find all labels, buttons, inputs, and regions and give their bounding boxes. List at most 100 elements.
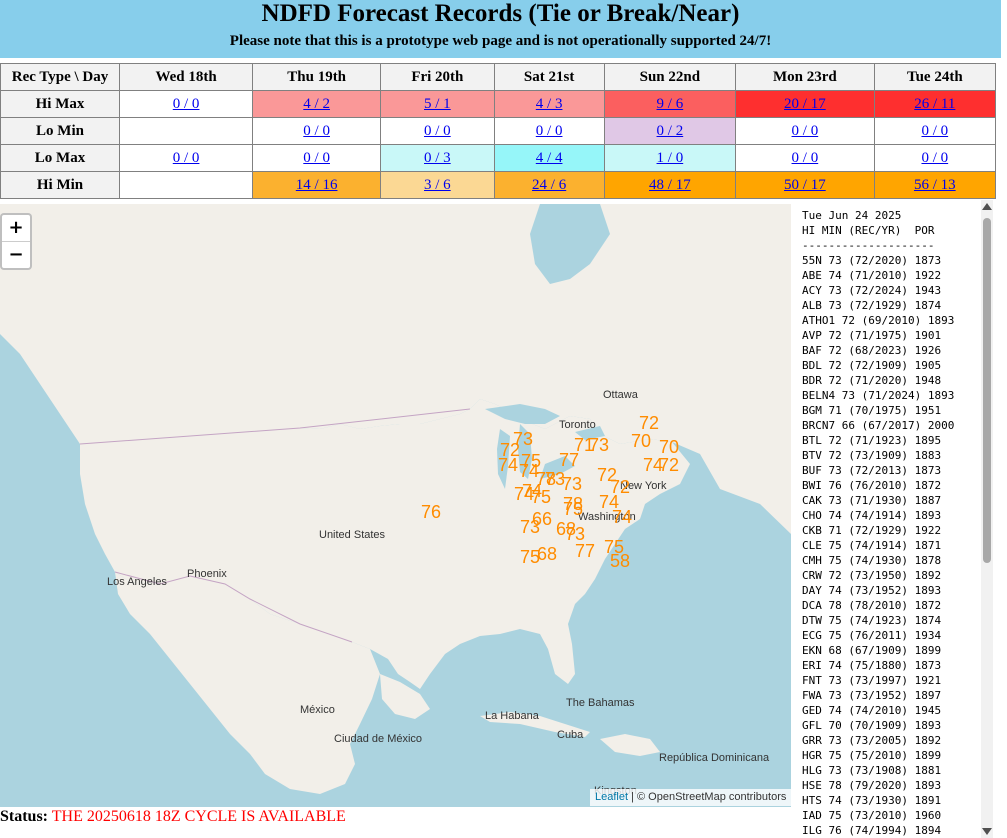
record-cell: 0 / 0 bbox=[252, 117, 382, 145]
zoom-out-button[interactable]: − bbox=[8, 244, 24, 265]
record-count-link[interactable]: 4 / 4 bbox=[535, 149, 563, 166]
panel-scrollbar[interactable] bbox=[981, 200, 993, 838]
record-cell: 48 / 17 bbox=[603, 171, 737, 199]
record-line: CHO 74 (74/1914) 1893 bbox=[802, 509, 942, 522]
record-count-link[interactable]: 0 / 0 bbox=[303, 149, 330, 166]
record-marker[interactable]: 75 bbox=[563, 499, 584, 519]
record-marker[interactable]: 72 bbox=[597, 465, 618, 485]
map-place-label: Washington bbox=[578, 511, 636, 523]
record-line: HTS 74 (73/1930) 1891 bbox=[802, 794, 942, 807]
zoom-in-button[interactable]: + bbox=[2, 215, 30, 242]
record-marker[interactable]: 74 bbox=[522, 481, 543, 501]
status-text: THE 20250618 18Z CYCLE IS AVAILABLE bbox=[51, 808, 346, 825]
record-cell: 5 / 1 bbox=[380, 90, 495, 118]
record-marker[interactable]: 71 bbox=[574, 435, 595, 455]
record-count-link[interactable]: 0 / 0 bbox=[791, 149, 819, 166]
record-count-link[interactable]: 4 / 2 bbox=[303, 95, 330, 112]
record-cell: 4 / 3 bbox=[493, 90, 605, 118]
record-marker[interactable]: 73 bbox=[520, 517, 541, 537]
record-count-link[interactable]: 0 / 0 bbox=[303, 122, 330, 139]
record-marker[interactable]: 74 bbox=[599, 492, 620, 512]
record-marker[interactable]: 73 bbox=[545, 469, 566, 489]
record-marker[interactable]: 76 bbox=[421, 502, 442, 522]
record-count-link[interactable]: 0 / 3 bbox=[424, 149, 451, 166]
record-count-link[interactable]: 0 / 0 bbox=[172, 149, 200, 166]
record-marker[interactable]: 73 bbox=[562, 474, 583, 494]
record-line: CRW 72 (73/1950) 1892 bbox=[802, 569, 942, 582]
row-label: Hi Min bbox=[0, 171, 120, 199]
record-count-link[interactable]: 56 / 13 bbox=[913, 176, 956, 193]
record-count-link[interactable]: 3 / 6 bbox=[424, 176, 451, 193]
record-marker[interactable]: 70 bbox=[659, 437, 680, 457]
record-marker[interactable]: 73 bbox=[565, 524, 586, 544]
record-line: ATHO1 72 (69/2010) 1893 bbox=[802, 314, 955, 327]
record-count-link[interactable]: 20 / 17 bbox=[784, 95, 826, 112]
record-marker[interactable]: 74 bbox=[514, 484, 535, 504]
leaflet-link[interactable]: Leaflet bbox=[595, 791, 629, 803]
record-marker[interactable]: 75 bbox=[531, 487, 552, 507]
record-count-link[interactable]: 1 / 0 bbox=[656, 149, 684, 166]
record-marker[interactable]: 72 bbox=[659, 455, 680, 475]
row-label: Lo Min bbox=[0, 117, 120, 145]
record-cell: 0 / 3 bbox=[380, 144, 495, 172]
record-count-link[interactable]: 0 / 0 bbox=[921, 149, 949, 166]
record-cell: 0 / 2 bbox=[603, 117, 737, 145]
scroll-up-arrow-icon[interactable] bbox=[982, 203, 992, 210]
record-line: BDL 72 (72/1909) 1905 bbox=[802, 359, 942, 372]
record-cell: 50 / 17 bbox=[735, 171, 875, 199]
record-count-link[interactable]: 50 / 17 bbox=[784, 176, 826, 193]
record-marker[interactable]: 77 bbox=[559, 450, 580, 470]
map-view[interactable] bbox=[0, 204, 791, 807]
record-line: FNT 73 (73/1997) 1921 bbox=[802, 674, 942, 687]
record-count-link[interactable]: 0 / 0 bbox=[424, 122, 451, 139]
record-count-link[interactable]: 26 / 11 bbox=[914, 95, 956, 112]
record-line: CLE 75 (74/1914) 1871 bbox=[802, 539, 942, 552]
record-marker[interactable]: 77 bbox=[575, 541, 596, 561]
scroll-down-arrow-icon[interactable] bbox=[982, 828, 992, 835]
record-marker[interactable]: 78 bbox=[563, 494, 584, 514]
record-count-link[interactable]: 9 / 6 bbox=[656, 95, 684, 112]
record-count-link[interactable]: 4 / 3 bbox=[535, 95, 563, 112]
record-line: DTW 75 (74/1923) 1874 bbox=[802, 614, 942, 627]
record-cell: 0 / 0 bbox=[118, 90, 254, 118]
record-count-link[interactable]: 0 / 0 bbox=[791, 122, 819, 139]
record-count-link[interactable]: 0 / 2 bbox=[656, 122, 684, 139]
record-line: CKB 71 (72/1929) 1922 bbox=[802, 524, 942, 537]
record-marker[interactable]: 72 bbox=[639, 413, 660, 433]
record-marker[interactable]: 73 bbox=[513, 429, 534, 449]
record-count-link[interactable]: 0 / 0 bbox=[535, 122, 563, 139]
record-line: AVP 72 (71/1975) 1901 bbox=[802, 329, 942, 342]
record-count-link[interactable]: 0 / 0 bbox=[172, 95, 200, 112]
record-line: BWI 76 (76/2010) 1872 bbox=[802, 479, 942, 492]
record-marker[interactable]: 68 bbox=[537, 544, 558, 564]
record-marker[interactable]: 74 bbox=[498, 455, 519, 475]
record-cell: 0 / 0 bbox=[380, 117, 495, 145]
record-marker[interactable]: 68 bbox=[556, 519, 577, 539]
record-marker[interactable]: 74 bbox=[519, 461, 540, 481]
attribution-separator: | © bbox=[628, 791, 649, 803]
record-marker[interactable]: 73 bbox=[589, 435, 610, 455]
record-marker[interactable]: 74 bbox=[612, 507, 633, 527]
record-cell bbox=[118, 171, 254, 199]
map-place-label: Toronto bbox=[559, 419, 596, 431]
record-marker[interactable]: 75 bbox=[604, 537, 625, 557]
record-marker[interactable]: 58 bbox=[610, 551, 631, 571]
record-marker[interactable]: 75 bbox=[520, 547, 541, 567]
record-marker[interactable]: 66 bbox=[532, 509, 553, 529]
records-text-panel[interactable]: Tue Jun 24 2025 HI MIN (REC/YR) POR ----… bbox=[795, 204, 1007, 838]
record-line: HSE 78 (79/2020) 1893 bbox=[802, 779, 942, 792]
record-line: BRCN7 66 (67/2017) 2000 bbox=[802, 419, 955, 432]
record-cell: 20 / 17 bbox=[735, 90, 875, 118]
record-marker[interactable]: 72 bbox=[500, 440, 521, 460]
record-count-link[interactable]: 24 / 6 bbox=[532, 176, 567, 193]
record-marker[interactable]: 70 bbox=[631, 431, 652, 451]
record-marker[interactable]: 74 bbox=[643, 455, 664, 475]
record-count-link[interactable]: 48 / 17 bbox=[649, 176, 691, 193]
record-count-link[interactable]: 0 / 0 bbox=[921, 122, 949, 139]
record-count-link[interactable]: 14 / 16 bbox=[295, 176, 338, 193]
scrollbar-thumb[interactable] bbox=[983, 218, 991, 563]
record-marker[interactable]: 72 bbox=[610, 477, 631, 497]
record-count-link[interactable]: 5 / 1 bbox=[424, 95, 451, 112]
record-marker[interactable]: 75 bbox=[521, 451, 542, 471]
record-marker[interactable]: 78 bbox=[536, 469, 557, 489]
